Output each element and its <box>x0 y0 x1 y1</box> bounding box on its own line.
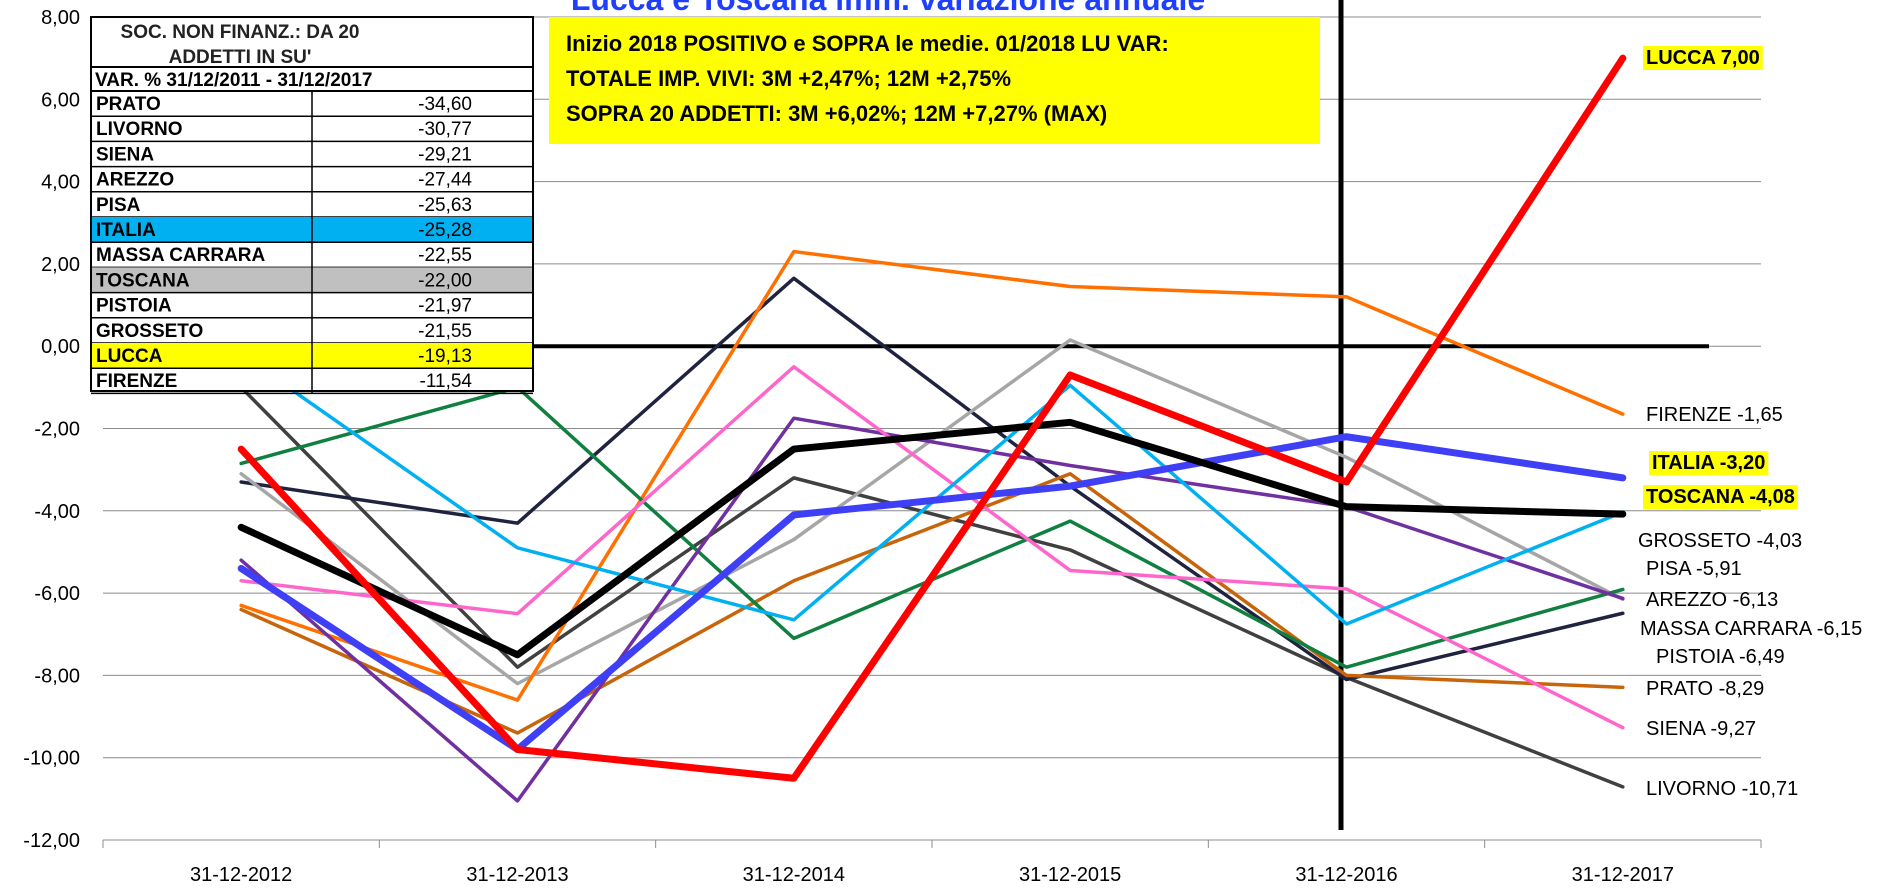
row-value: -22,55 <box>418 245 472 266</box>
end-label: ITALIA -3,20 <box>1652 452 1765 474</box>
series-line <box>239 365 1625 730</box>
row-value: -25,63 <box>418 195 472 216</box>
table-title: ADDETTI IN SU' <box>169 47 312 68</box>
row-name: MASSA CARRARA <box>96 245 266 266</box>
end-label: GROSSETO -4,03 <box>1638 530 1802 552</box>
label-highlight <box>1643 46 1763 70</box>
y-tick-label: 0,00 <box>41 336 80 358</box>
end-label: TOSCANA -4,08 <box>1646 486 1795 508</box>
x-tick-label: 31-12-2016 <box>1295 864 1397 886</box>
row-value: -21,55 <box>418 321 472 342</box>
series-line <box>239 352 1625 626</box>
end-label: PISTOIA -6,49 <box>1656 646 1785 668</box>
x-tick-label: 31-12-2014 <box>743 864 845 886</box>
series-line <box>239 249 1625 702</box>
row-name: PRATO <box>96 94 161 115</box>
row-name: TOSCANA <box>96 270 190 291</box>
y-tick-label: -12,00 <box>23 830 80 852</box>
row-name: GROSSETO <box>96 321 203 342</box>
end-label: PISA -5,91 <box>1646 558 1742 580</box>
chart-title: Lucca e Toscana imm. variazione annuale <box>571 0 1205 17</box>
x-tick-label: 31-12-2017 <box>1572 864 1674 886</box>
y-tick-label: -2,00 <box>34 419 80 441</box>
row-name: ITALIA <box>96 220 156 241</box>
row-value: -27,44 <box>418 170 472 191</box>
table-header: VAR. % 31/12/2011 - 31/12/2017 <box>95 70 372 91</box>
y-tick-label: 6,00 <box>41 89 80 111</box>
row-name: LUCCA <box>96 346 163 367</box>
row-value: -29,21 <box>418 144 472 165</box>
row-value: -25,28 <box>418 220 472 241</box>
row-value: -34,60 <box>418 94 472 115</box>
row-value: -21,97 <box>418 296 472 317</box>
series-line <box>237 54 1627 782</box>
row-name: FIRENZE <box>96 371 177 392</box>
series-line <box>239 385 1625 789</box>
end-label: SIENA -9,27 <box>1646 718 1756 740</box>
x-tick-label: 31-12-2013 <box>466 864 568 886</box>
end-label: AREZZO -6,13 <box>1646 589 1778 611</box>
row-value: -19,13 <box>418 346 472 367</box>
row-value: -30,77 <box>418 119 472 140</box>
row-value: -22,00 <box>418 270 472 291</box>
series-line <box>237 418 1627 659</box>
row-name: AREZZO <box>96 170 174 191</box>
end-label: LUCCA 7,00 <box>1646 47 1760 69</box>
y-tick-label: -6,00 <box>34 583 80 605</box>
end-label: LIVORNO -10,71 <box>1646 778 1798 800</box>
series-line <box>237 433 1627 753</box>
row-name: PISTOIA <box>96 296 172 317</box>
y-tick-label: 2,00 <box>41 254 80 276</box>
y-tick-label: -8,00 <box>34 665 80 687</box>
end-label: PRATO -8,29 <box>1646 678 1764 700</box>
series-line <box>239 472 1625 735</box>
y-tick-label: -10,00 <box>23 748 80 770</box>
series-line <box>239 338 1625 686</box>
y-tick-label: -4,00 <box>34 501 80 523</box>
row-name: PISA <box>96 195 141 216</box>
note-line: SOPRA 20 ADDETTI: 3M +6,02%; 12M +7,27% … <box>566 101 1107 126</box>
table-title: SOC. NON FINANZ.: DA 20 <box>121 22 360 43</box>
end-label: MASSA CARRARA -6,15 <box>1640 618 1862 640</box>
row-name: LIVORNO <box>96 119 183 140</box>
series-line <box>239 416 1625 803</box>
x-tick-label: 31-12-2012 <box>190 864 292 886</box>
y-tick-label: 4,00 <box>41 172 80 194</box>
summary-table: SOC. NON FINANZ.: DA 20 ADDETTI IN SU'VAR… <box>90 16 534 395</box>
label-highlight <box>1649 451 1769 475</box>
note-line: Inizio 2018 POSITIVO e SOPRA le medie. 0… <box>566 31 1169 56</box>
label-highlight <box>1643 485 1798 509</box>
row-name: SIENA <box>96 144 154 165</box>
x-tick-label: 31-12-2015 <box>1019 864 1121 886</box>
note-line: TOTALE IMP. VIVI: 3M +2,47%; 12M +2,75% <box>566 66 1011 91</box>
row-value: -11,54 <box>420 371 473 392</box>
end-label: FIRENZE -1,65 <box>1646 404 1783 426</box>
note-box <box>549 17 1320 144</box>
y-tick-label: 8,00 <box>41 7 80 29</box>
